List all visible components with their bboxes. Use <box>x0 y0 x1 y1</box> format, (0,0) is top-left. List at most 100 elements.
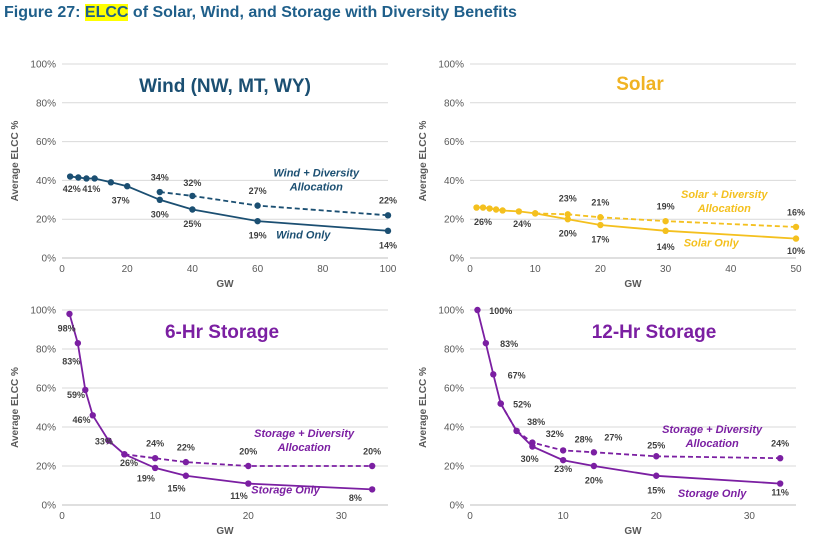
data-point-only <box>254 217 261 225</box>
data-point-only <box>474 306 481 314</box>
data-point-diversity <box>384 212 392 219</box>
data-label: 14% <box>657 242 675 252</box>
y-tick-label: 80% <box>36 345 56 356</box>
data-point-only <box>91 175 98 182</box>
y-tick-label: 0% <box>42 254 57 265</box>
data-label: 20% <box>585 476 603 486</box>
x-tick-label: 0 <box>467 511 473 522</box>
data-point-diversity <box>564 211 571 218</box>
figure-title-highlight: ELCC <box>84 4 129 21</box>
data-label: 100% <box>489 306 512 316</box>
data-point-only <box>497 400 504 407</box>
data-label: 24% <box>513 219 531 229</box>
data-label: 11% <box>230 491 248 501</box>
x-tick-label: 60 <box>252 264 264 275</box>
y-tick-label: 60% <box>36 137 56 148</box>
data-label: 23% <box>559 194 577 204</box>
series-label-line: Storage Only <box>251 484 320 496</box>
data-point-diversity <box>151 455 159 462</box>
data-label: 11% <box>771 487 789 497</box>
series-label-line: Wind + Diversity <box>273 168 360 180</box>
wind-chart: 0% 20% 40% 60% 80% 100% 0 20 40 60 80 100 GW Average … <box>10 60 397 291</box>
data-label: 83% <box>62 357 80 367</box>
data-point-only <box>532 210 539 217</box>
y-tick-label: 40% <box>36 423 56 434</box>
series-label: Storage Only <box>251 484 320 496</box>
x-tick-label: 20 <box>595 264 607 275</box>
x-tick-label: 10 <box>150 511 162 522</box>
series-label: Storage + Diversity Allocation <box>662 424 763 450</box>
data-point-diversity <box>590 449 598 456</box>
y-tick-label: 40% <box>36 176 56 187</box>
data-point-only <box>182 472 190 479</box>
data-point-only <box>515 208 523 215</box>
data-point-only <box>473 204 480 211</box>
data-point-only <box>776 480 784 487</box>
data-label: 21% <box>591 198 609 208</box>
figure-title-suffix: of Solar, Wind, and Storage with Diversi… <box>128 4 517 21</box>
y-tick-label: 80% <box>444 345 464 356</box>
series-label: Solar Only <box>684 237 740 249</box>
data-label: 52% <box>513 400 531 410</box>
data-point-diversity <box>156 188 163 196</box>
y-tick-label: 80% <box>444 98 464 109</box>
data-label: 23% <box>554 464 572 474</box>
y-tick-label: 100% <box>30 60 56 71</box>
data-label: 24% <box>146 439 164 449</box>
data-label: 10% <box>787 246 805 256</box>
x-tick-label: 0 <box>59 264 65 275</box>
y-tick-label: 0% <box>42 501 57 512</box>
data-point-only <box>792 235 800 242</box>
y-tick-label: 40% <box>444 423 464 434</box>
data-label: 27% <box>604 433 622 443</box>
x-axis-label: GW <box>216 279 234 290</box>
data-label: 28% <box>575 435 593 445</box>
chart-title: 6-Hr Storage <box>165 322 279 343</box>
x-tick-label: 30 <box>744 511 756 522</box>
data-point-diversity <box>597 214 604 221</box>
data-label: 33% <box>95 437 113 447</box>
data-label: 38% <box>527 417 545 427</box>
x-tick-label: 10 <box>558 511 570 522</box>
data-point-diversity <box>189 192 196 200</box>
data-label: 67% <box>508 370 526 380</box>
data-label: 15% <box>168 483 186 493</box>
data-point-only <box>564 216 571 223</box>
data-label: 34% <box>151 172 169 182</box>
data-label: 14% <box>379 240 397 250</box>
data-label: 25% <box>183 219 201 229</box>
series-line-diversity <box>124 453 373 467</box>
data-point-only <box>189 206 196 213</box>
data-label: 22% <box>177 442 195 452</box>
data-point-only <box>499 207 506 214</box>
figure-title-prefix: Figure 27: <box>4 4 85 21</box>
x-tick-label: 0 <box>467 264 473 275</box>
y-tick-label: 20% <box>36 215 56 226</box>
data-point-only <box>121 451 128 458</box>
data-point-only <box>529 443 536 450</box>
x-tick-label: 100 <box>380 264 397 275</box>
x-axis-label: GW <box>624 526 642 537</box>
x-tick-label: 50 <box>790 264 802 275</box>
data-point-only <box>559 456 567 464</box>
data-label: 20% <box>239 446 257 456</box>
x-axis-label: GW <box>624 279 642 290</box>
data-point-only <box>662 227 669 235</box>
data-point-only <box>75 174 82 181</box>
data-label: 27% <box>249 186 267 196</box>
y-axis-label: Average ELCC % <box>10 367 21 448</box>
y-tick-label: 40% <box>444 176 464 187</box>
data-label: 32% <box>183 178 201 188</box>
y-axis-label: Average ELCC % <box>418 367 429 448</box>
data-label: 20% <box>559 229 577 239</box>
data-label: 20% <box>363 446 381 456</box>
data-point-only <box>83 175 90 182</box>
chart-title: Wind (NW, MT, WY) <box>139 76 311 97</box>
data-point-only <box>479 204 487 211</box>
data-label: 30% <box>521 454 539 464</box>
data-point-only <box>89 412 96 419</box>
data-label: 59% <box>67 390 85 400</box>
chart-title: 12-Hr Storage <box>592 322 717 343</box>
x-tick-label: 40 <box>725 264 737 275</box>
data-point-only <box>597 221 604 229</box>
